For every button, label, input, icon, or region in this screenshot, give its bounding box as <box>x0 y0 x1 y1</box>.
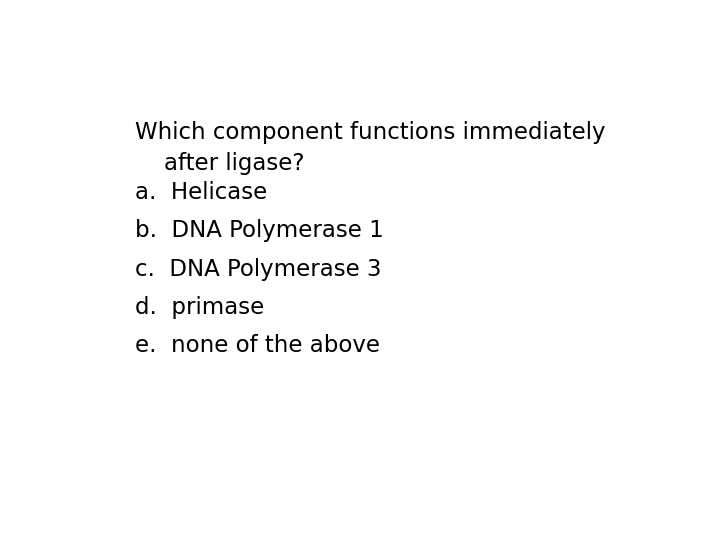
Text: e.  none of the above: e. none of the above <box>135 334 379 357</box>
Text: after ligase?: after ligase? <box>135 152 304 175</box>
Text: d.  primase: d. primase <box>135 296 264 319</box>
Text: c.  DNA Polymerase 3: c. DNA Polymerase 3 <box>135 258 381 281</box>
Text: a.  Helicase: a. Helicase <box>135 181 267 204</box>
Text: b.  DNA Polymerase 1: b. DNA Polymerase 1 <box>135 219 383 242</box>
Text: Which component functions immediately: Which component functions immediately <box>135 121 605 144</box>
